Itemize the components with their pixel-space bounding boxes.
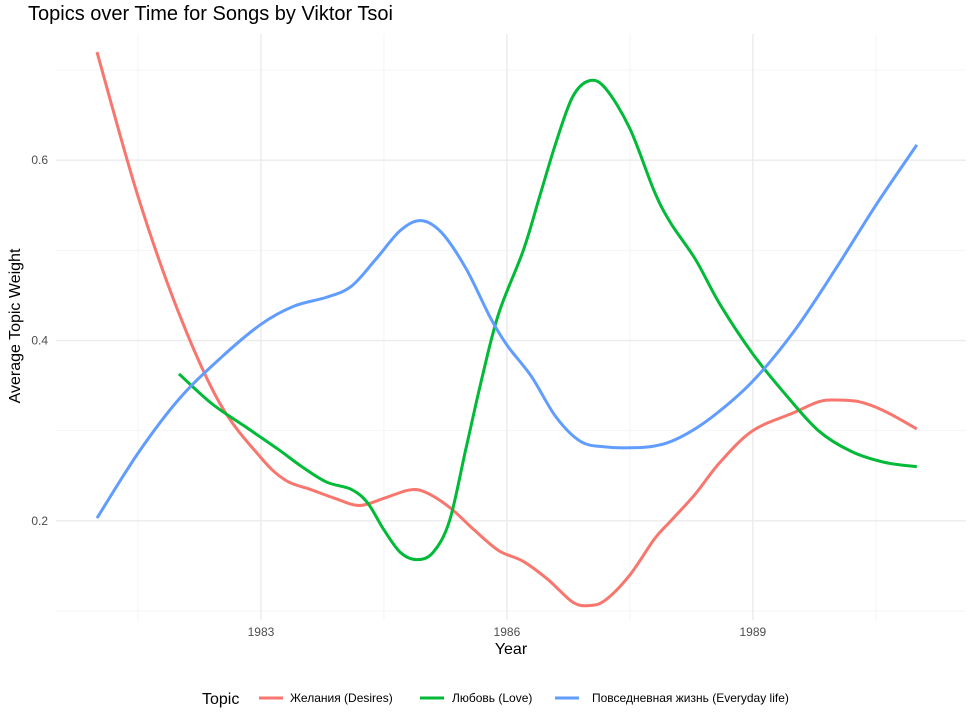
legend-label-desires: Желания (Desires) — [290, 691, 393, 705]
series-line-everyday-life — [95, 144, 919, 519]
series-line-love — [177, 78, 918, 562]
x-tick-label: 1986 — [494, 625, 521, 639]
y-axis-title: Average Topic Weight — [7, 248, 24, 403]
legend-title: Topic — [202, 691, 239, 708]
chart-title: Topics over Time for Songs by Viktor Tso… — [28, 3, 393, 25]
y-tick-label: 0.2 — [31, 514, 48, 528]
x-axis-title: Year — [495, 641, 528, 658]
y-tick-label: 0.6 — [31, 153, 48, 167]
x-tick-label: 1989 — [739, 625, 766, 639]
grid — [56, 34, 966, 620]
y-tick-label: 0.4 — [31, 334, 48, 348]
y-axis-ticks: 0.2 0.4 0.6 — [31, 153, 48, 528]
legend-label-everyday-life: Повседневная жизнь (Everyday life) — [592, 691, 789, 705]
legend: Topic Желания (Desires) Любовь (Love) Повс… — [202, 691, 789, 708]
legend-label-love: Любовь (Love) — [452, 691, 532, 705]
x-axis-ticks: 1983 1986 1989 — [248, 625, 767, 639]
series-line-desires — [95, 51, 918, 608]
x-tick-label: 1983 — [248, 625, 275, 639]
series-lines — [95, 51, 919, 608]
